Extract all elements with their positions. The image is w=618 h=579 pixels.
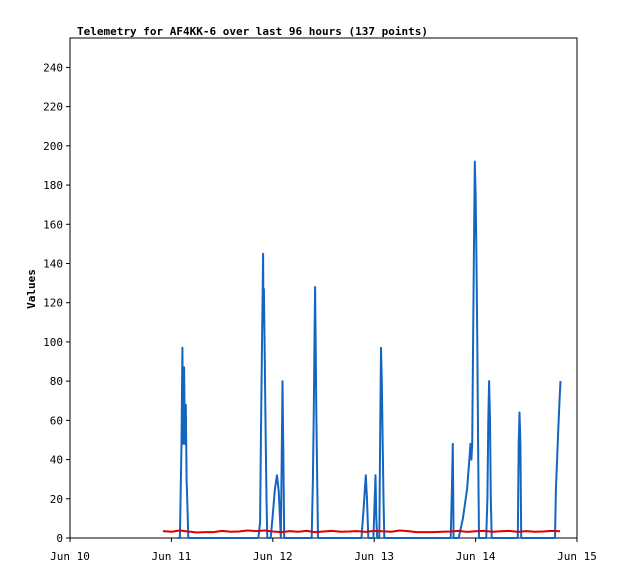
x-tick-label: Jun 15 <box>557 550 597 563</box>
x-tick-label: Jun 11 <box>152 550 192 563</box>
series-line-1 <box>177 160 562 539</box>
y-tick-label: 100 <box>43 336 63 349</box>
y-tick-label: 140 <box>43 257 63 270</box>
chart-title: Telemetry for AF4KK-6 over last 96 hours… <box>77 25 428 38</box>
y-axis-label: Values <box>25 269 38 309</box>
y-tick-label: 60 <box>50 414 63 427</box>
y-tick-label: 0 <box>56 532 63 545</box>
plot-area <box>69 37 578 539</box>
y-tick-label: 20 <box>50 493 63 506</box>
y-tick-label: 240 <box>43 61 63 74</box>
series-layer <box>162 160 562 539</box>
y-tick-label: 120 <box>43 297 63 310</box>
y-tick-label: 220 <box>43 101 63 114</box>
x-tick-label: Jun 13 <box>354 550 394 563</box>
y-tick-label: 40 <box>50 454 63 467</box>
x-tick-label: Jun 12 <box>253 550 293 563</box>
series-line-2 <box>162 529 561 534</box>
plot-frame <box>69 37 578 539</box>
y-tick-label: 200 <box>43 140 63 153</box>
y-tick-label: 80 <box>50 375 63 388</box>
x-tick-label: Jun 14 <box>456 550 496 563</box>
y-axis: 0 20 40 60 80 100 120 140 160 180 200 220 240 <box>43 61 70 545</box>
x-axis: Jun 10 Jun 11 Jun 12 Jun 13 Jun 14 Jun 15 <box>50 537 597 563</box>
y-tick-label: 160 <box>43 218 63 231</box>
x-tick-label: Jun 10 <box>50 550 90 563</box>
y-tick-label: 180 <box>43 179 63 192</box>
